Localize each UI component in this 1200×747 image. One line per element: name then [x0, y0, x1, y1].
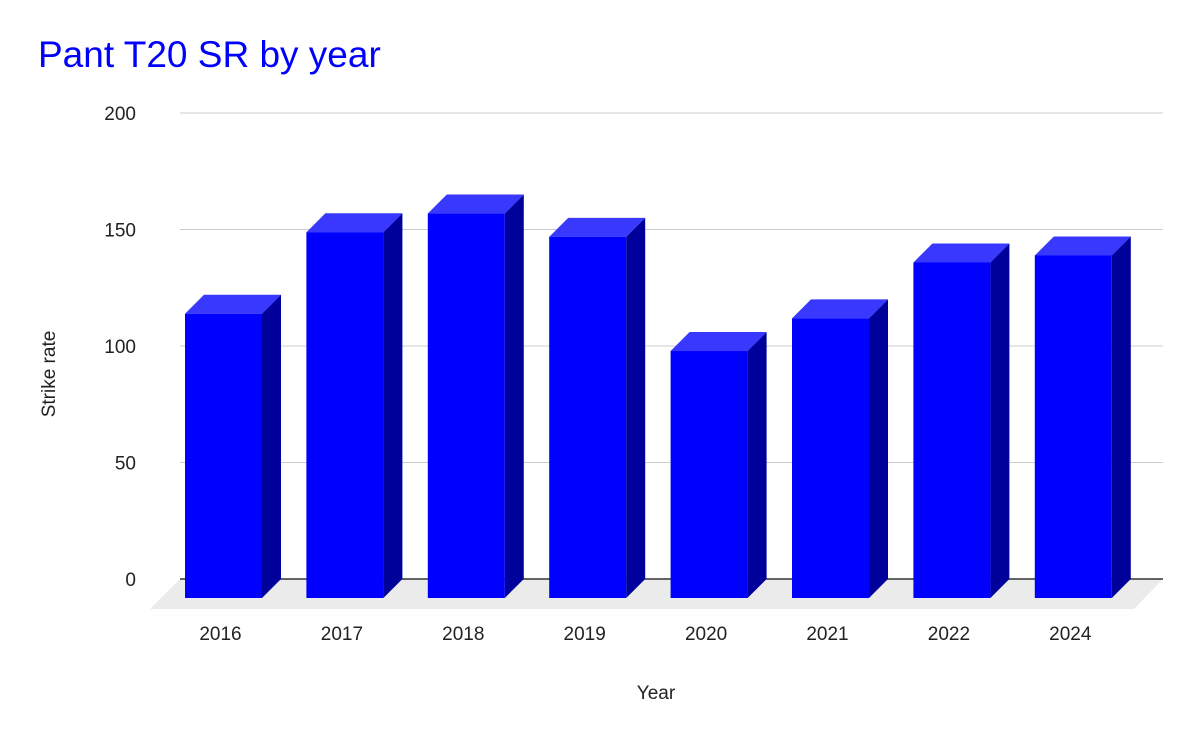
y-tick-label: 200	[104, 104, 136, 125]
y-tick-label: 100	[104, 337, 136, 358]
bar-side	[747, 332, 767, 598]
x-tick-label: 2016	[199, 624, 241, 645]
x-tick-label: 2020	[685, 624, 727, 645]
bar-side	[504, 194, 524, 599]
bar-side	[626, 217, 646, 598]
x-tick-label: 2019	[564, 624, 606, 645]
x-tick-label: 2022	[928, 624, 970, 645]
bar	[306, 232, 384, 598]
y-tick-label: 50	[115, 454, 136, 475]
y-tick-label: 0	[125, 570, 136, 591]
bar-top	[549, 217, 646, 237]
bar	[1034, 255, 1112, 599]
bar-top	[427, 194, 524, 214]
bar-side	[262, 294, 281, 598]
bar	[913, 262, 991, 598]
bar-side	[990, 243, 1010, 599]
bar	[427, 213, 505, 599]
x-tick-label: 2018	[442, 624, 484, 645]
bar-top	[792, 299, 888, 319]
bar-top	[306, 213, 403, 233]
chart-floor	[150, 579, 1163, 609]
chart-title: Pant T20 SR by year	[38, 34, 381, 75]
bar-side	[383, 213, 403, 598]
bar-top	[670, 332, 767, 352]
bar	[792, 318, 869, 598]
y-axis-label: Strike rate	[39, 331, 60, 418]
x-tick-label: 2021	[806, 624, 848, 645]
bar	[549, 236, 627, 598]
bar-side	[869, 299, 888, 598]
x-axis-label: Year	[637, 683, 676, 704]
bar-top	[913, 243, 1010, 263]
bar-top	[1034, 236, 1131, 256]
x-tick-label: 2024	[1049, 624, 1092, 645]
bar-side	[1111, 236, 1131, 599]
bar-top	[185, 294, 281, 314]
bar	[185, 313, 262, 598]
bar	[670, 351, 748, 598]
x-tick-label: 2017	[321, 624, 363, 645]
y-tick-label: 150	[104, 221, 136, 242]
